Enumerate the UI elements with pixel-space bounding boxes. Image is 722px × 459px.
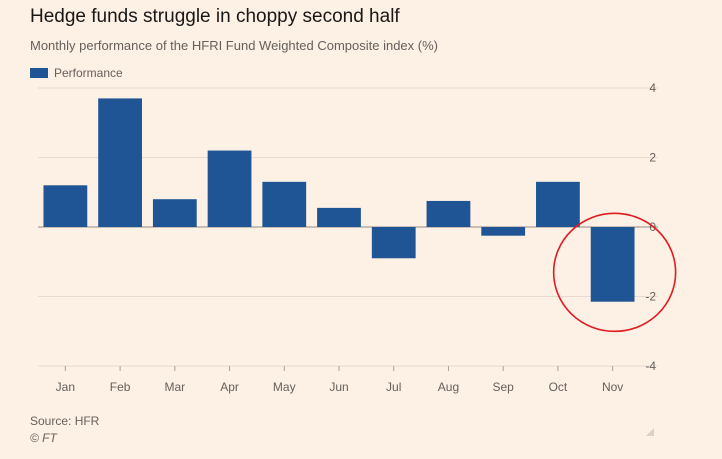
x-tick-label: Sep <box>493 380 515 394</box>
y-tick-label: 4 <box>649 81 656 95</box>
bar-aug <box>426 200 471 227</box>
legend-swatch <box>30 68 48 78</box>
annotations <box>552 212 677 333</box>
chart-subtitle: Monthly performance of the HFRI Fund Wei… <box>30 38 438 53</box>
bar-sep <box>481 227 526 236</box>
x-tick-label: Jun <box>329 380 348 394</box>
resize-corner-icon <box>646 428 654 436</box>
x-tick-label: Nov <box>602 380 623 394</box>
x-tick-label: Aug <box>438 380 459 394</box>
bar-jun <box>317 207 361 227</box>
y-tick-label: -2 <box>645 290 656 304</box>
legend: Performance <box>30 66 123 80</box>
bar-feb <box>98 98 142 227</box>
bar-mar <box>152 199 197 227</box>
x-tick-label: Feb <box>110 380 131 394</box>
x-tick-label: Oct <box>549 380 568 394</box>
credit-note: © FT <box>30 431 57 445</box>
bar-jan <box>43 185 88 227</box>
source-note: Source: HFR <box>30 414 100 428</box>
x-tick-label: Jul <box>386 380 401 394</box>
bar-apr <box>207 150 252 227</box>
x-tick-label: Apr <box>220 380 239 394</box>
legend-label: Performance <box>54 66 123 80</box>
bar-oct <box>536 181 580 227</box>
bar-nov <box>590 227 635 302</box>
x-axis-ticks: Jan Feb Mar Apr May Jun Jul Aug Sep Oct Nov <box>56 366 623 394</box>
bar-jul <box>371 227 416 259</box>
x-tick-label: Jan <box>56 380 75 394</box>
chart-title: Hedge funds struggle in choppy second ha… <box>30 6 400 27</box>
x-tick-label: Mar <box>164 380 185 394</box>
y-tick-label: 2 <box>649 151 656 165</box>
highlight-circle <box>552 212 677 333</box>
y-tick-label: -4 <box>645 359 656 373</box>
bars <box>43 98 635 302</box>
bar-may <box>262 181 307 227</box>
x-tick-label: May <box>273 380 296 394</box>
